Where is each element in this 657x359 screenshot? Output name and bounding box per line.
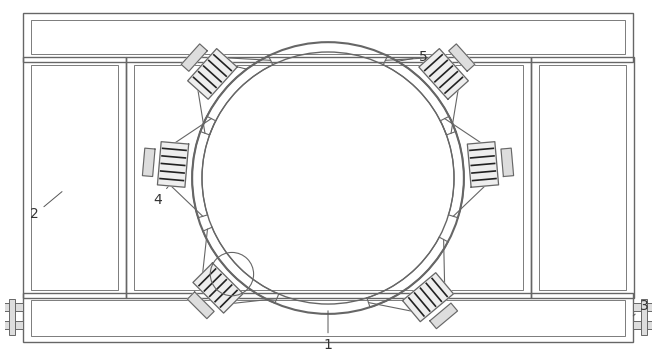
Text: 2: 2 — [30, 192, 62, 222]
Text: 4: 4 — [153, 177, 175, 207]
Polygon shape — [188, 48, 237, 99]
Bar — [31, 20, 625, 54]
Polygon shape — [187, 292, 214, 319]
Bar — [134, 65, 523, 290]
Bar — [633, 303, 655, 311]
Polygon shape — [181, 44, 208, 71]
Polygon shape — [501, 148, 514, 177]
Polygon shape — [193, 263, 243, 313]
Bar — [23, 13, 633, 62]
Bar — [1, 303, 23, 311]
Polygon shape — [430, 303, 457, 329]
Polygon shape — [449, 44, 475, 71]
Polygon shape — [467, 142, 499, 187]
Polygon shape — [143, 148, 155, 177]
Bar — [23, 293, 633, 342]
Polygon shape — [158, 142, 189, 187]
Text: 1: 1 — [323, 311, 332, 353]
Bar — [126, 57, 531, 298]
Text: 5: 5 — [397, 50, 427, 64]
Bar — [31, 300, 625, 336]
Bar — [23, 57, 126, 298]
Polygon shape — [419, 48, 468, 99]
Text: 3: 3 — [633, 299, 649, 316]
Bar — [641, 299, 647, 335]
Bar — [633, 321, 655, 328]
Bar — [9, 299, 15, 335]
Bar — [31, 65, 118, 290]
Text: A: A — [220, 57, 246, 71]
Bar — [531, 57, 634, 298]
Bar — [1, 321, 23, 328]
Bar — [539, 65, 626, 290]
Polygon shape — [403, 273, 453, 322]
